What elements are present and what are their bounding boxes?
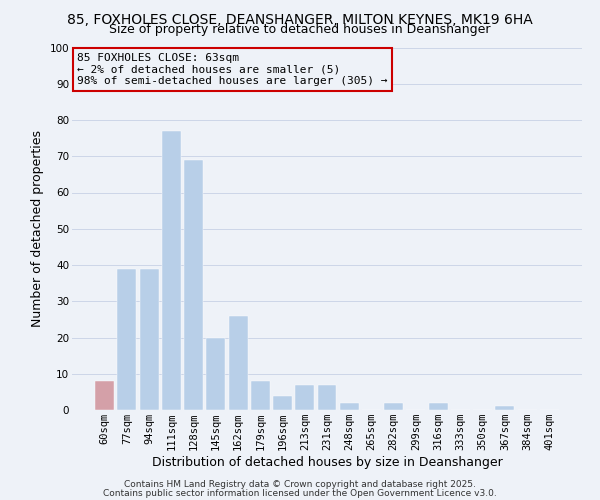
Bar — [273, 396, 292, 410]
Bar — [184, 160, 203, 410]
Bar — [206, 338, 225, 410]
Text: Size of property relative to detached houses in Deanshanger: Size of property relative to detached ho… — [109, 22, 491, 36]
Bar — [429, 403, 448, 410]
Text: 85, FOXHOLES CLOSE, DEANSHANGER, MILTON KEYNES, MK19 6HA: 85, FOXHOLES CLOSE, DEANSHANGER, MILTON … — [67, 12, 533, 26]
Bar — [317, 384, 337, 410]
Bar — [95, 381, 114, 410]
Bar — [162, 131, 181, 410]
Bar — [251, 381, 270, 410]
Bar — [340, 403, 359, 410]
Text: Contains public sector information licensed under the Open Government Licence v3: Contains public sector information licen… — [103, 488, 497, 498]
X-axis label: Distribution of detached houses by size in Deanshanger: Distribution of detached houses by size … — [152, 456, 502, 469]
Text: Contains HM Land Registry data © Crown copyright and database right 2025.: Contains HM Land Registry data © Crown c… — [124, 480, 476, 489]
Text: 85 FOXHOLES CLOSE: 63sqm
← 2% of detached houses are smaller (5)
98% of semi-det: 85 FOXHOLES CLOSE: 63sqm ← 2% of detache… — [77, 53, 388, 86]
Bar — [496, 406, 514, 410]
Bar — [295, 384, 314, 410]
Bar — [384, 403, 403, 410]
Bar — [118, 268, 136, 410]
Bar — [229, 316, 248, 410]
Bar — [140, 268, 158, 410]
Y-axis label: Number of detached properties: Number of detached properties — [31, 130, 44, 327]
